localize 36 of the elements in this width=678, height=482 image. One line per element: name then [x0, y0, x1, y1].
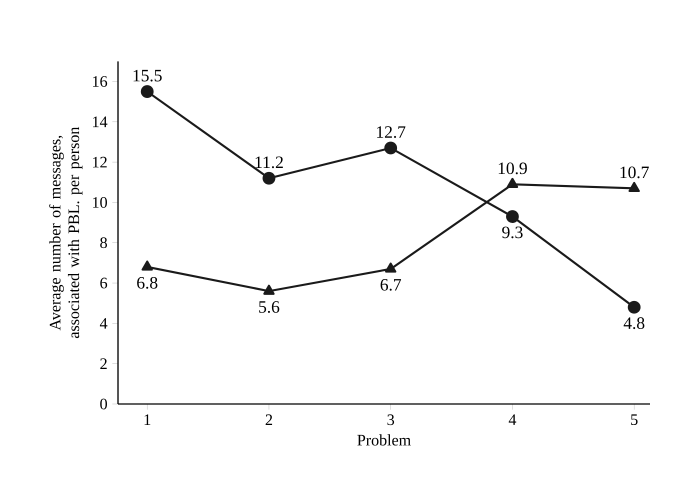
data-label: 10.7	[620, 166, 649, 178]
y-tick-label: 4	[100, 318, 108, 329]
point	[628, 182, 640, 192]
y-axis-title: Average number of messages, associated with PBL. per person	[49, 126, 82, 338]
x-tick-label: 4	[508, 414, 516, 425]
point	[385, 262, 396, 273]
data-label: 6.7	[380, 278, 402, 291]
point	[506, 178, 518, 188]
y-tick-label: 6	[100, 278, 108, 288]
data-label: 15.5	[134, 70, 162, 82]
data-label: 4.8	[624, 317, 644, 330]
y-tick-label: 16	[93, 76, 108, 87]
data-label: 9.3	[502, 226, 523, 238]
x-axis-title: Problem	[357, 434, 411, 446]
data-label: 12.7	[377, 126, 406, 138]
data-label: 11.2	[256, 156, 283, 168]
y-tick-label: 12	[93, 156, 107, 168]
y-tick-label: 14	[93, 116, 108, 128]
point	[140, 85, 154, 98]
point	[262, 172, 276, 185]
data-label: 10.9	[498, 162, 527, 174]
point	[506, 210, 519, 223]
point	[384, 142, 398, 154]
y-tick-label: 10	[93, 197, 107, 208]
point	[263, 284, 275, 295]
x-tick-label: 5	[631, 414, 638, 426]
point	[142, 260, 153, 271]
data-label: 5.6	[259, 301, 280, 313]
x-tick-label: 1	[144, 414, 150, 425]
x-tick-label: 3	[387, 414, 394, 426]
y-tick-label: 0	[100, 398, 107, 410]
x-tick-label: 2	[266, 414, 272, 425]
point	[628, 300, 641, 314]
y-tick-label: 2	[100, 358, 107, 369]
y-tick-label: 8	[100, 237, 107, 248]
data-label: 6.8	[137, 276, 158, 289]
